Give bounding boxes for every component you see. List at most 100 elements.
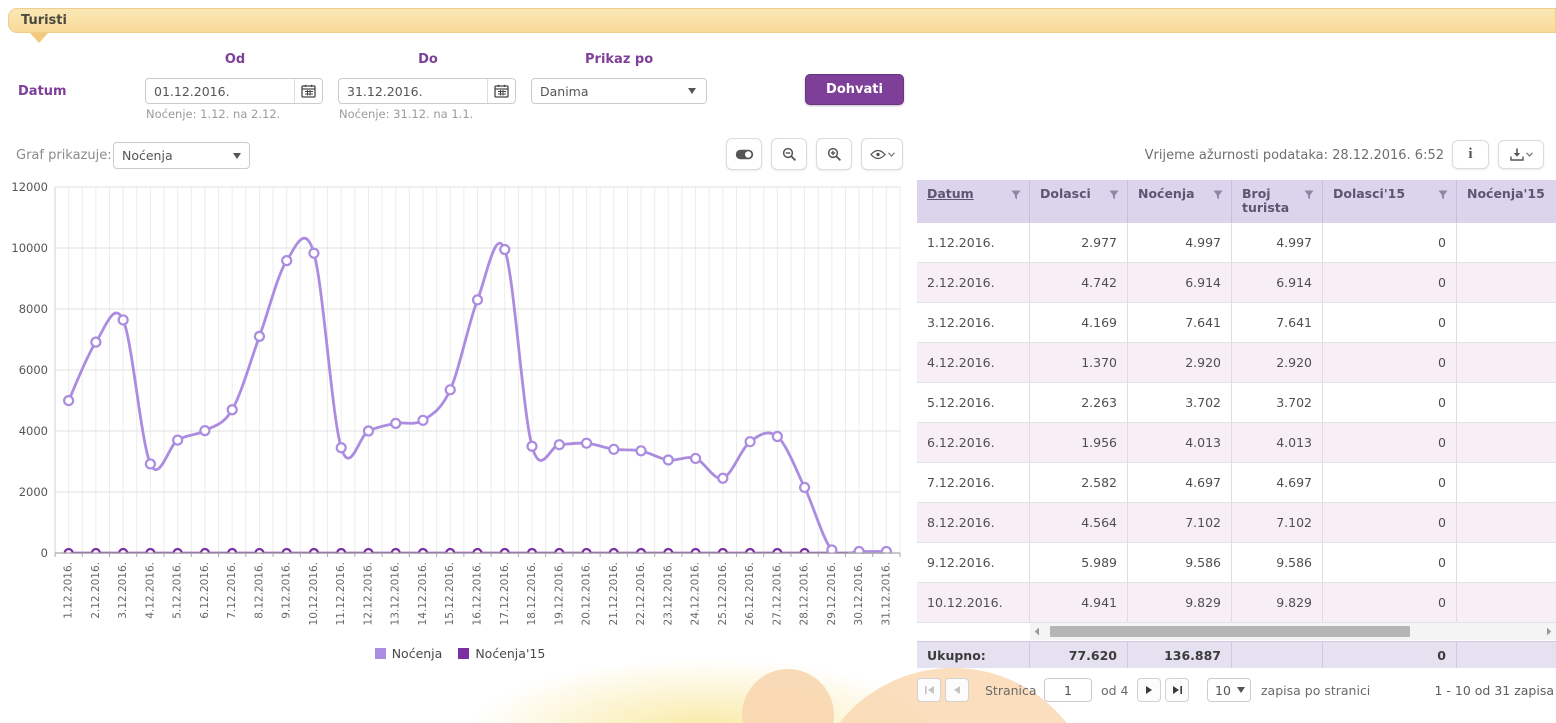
- footer-nocenja15-total: [1457, 642, 1556, 668]
- table-row[interactable]: 6.12.2016. 1.956 4.013 4.013 0: [917, 423, 1556, 463]
- svg-text:30.12.2016.: 30.12.2016.: [853, 562, 865, 625]
- chart-toggle-button[interactable]: [726, 138, 762, 170]
- prikaz-po-label: Prikaz po: [585, 52, 654, 67]
- previous-page-button[interactable]: [945, 678, 969, 702]
- table-cell: 4.013: [1232, 423, 1323, 462]
- column-header-broj-turista[interactable]: Broj turista: [1232, 180, 1323, 223]
- table-row[interactable]: 3.12.2016. 4.169 7.641 7.641 0: [917, 303, 1556, 343]
- table-row[interactable]: 5.12.2016. 2.263 3.702 3.702 0: [917, 383, 1556, 423]
- filter-icon[interactable]: [1213, 190, 1223, 200]
- legend-swatch: [374, 648, 386, 659]
- date-from-field[interactable]: 01.12.2016.: [145, 78, 323, 104]
- chart-visibility-button[interactable]: [861, 138, 903, 170]
- graf-prikazuje-select[interactable]: Noćenja: [113, 142, 250, 169]
- record-range-label: 1 - 10 od 31 zapisa: [1434, 683, 1554, 698]
- od-label: Od: [224, 52, 246, 67]
- legend-label: Noćenja'15: [475, 646, 546, 661]
- filter-icon[interactable]: [1109, 190, 1119, 200]
- export-button[interactable]: [1498, 140, 1544, 169]
- table-row[interactable]: 1.12.2016. 2.977 4.997 4.997 0: [917, 223, 1556, 263]
- prikaz-po-dropdown-button[interactable]: [678, 79, 706, 103]
- download-icon: [1509, 148, 1524, 161]
- page-number-input[interactable]: [1044, 678, 1092, 702]
- footer-label: Ukupno:: [917, 642, 1030, 668]
- scroll-right-icon[interactable]: [1546, 627, 1552, 636]
- table-cell: [1457, 423, 1556, 462]
- table-cell: 2.920: [1128, 343, 1232, 382]
- column-header-nocenja[interactable]: Noćenja: [1128, 180, 1232, 223]
- svg-text:11.12.2016.: 11.12.2016.: [335, 562, 347, 625]
- zoom-out-icon: [782, 147, 796, 161]
- scroll-left-icon[interactable]: [1034, 627, 1040, 636]
- tab-title: Turisti: [21, 13, 67, 28]
- date-to-value[interactable]: 31.12.2016.: [347, 83, 423, 99]
- table-cell: 9.586: [1128, 543, 1232, 582]
- info-button[interactable]: i: [1452, 140, 1489, 169]
- table-row[interactable]: 2.12.2016. 4.742 6.914 6.914 0: [917, 263, 1556, 303]
- first-page-button[interactable]: [917, 678, 941, 702]
- svg-text:3.12.2016.: 3.12.2016.: [117, 562, 129, 619]
- svg-text:24.12.2016.: 24.12.2016.: [690, 562, 702, 625]
- next-page-button[interactable]: [1137, 678, 1161, 702]
- table-cell: 9.829: [1128, 583, 1232, 622]
- date-to-calendar-button[interactable]: [487, 79, 515, 103]
- tab-turisti[interactable]: Turisti: [8, 8, 1556, 33]
- legend-item[interactable]: Noćenja: [374, 646, 442, 661]
- table-cell: 0: [1323, 503, 1457, 542]
- table-cell: [1457, 343, 1556, 382]
- table-row[interactable]: 8.12.2016. 4.564 7.102 7.102 0: [917, 503, 1556, 543]
- svg-text:4000: 4000: [19, 424, 48, 438]
- svg-text:2000: 2000: [19, 485, 48, 499]
- line-chart[interactable]: 0 2000 4000 6000 8000 10000 12000 1.12.2016. 2.1…: [10, 180, 910, 644]
- svg-text:14.12.2016.: 14.12.2016.: [417, 562, 429, 625]
- svg-text:4.12.2016.: 4.12.2016.: [144, 562, 156, 619]
- filter-icon[interactable]: [1011, 190, 1021, 200]
- column-header-dolasci[interactable]: Dolasci: [1030, 180, 1128, 223]
- table-cell: 7.641: [1232, 303, 1323, 342]
- table-cell: 4.997: [1128, 223, 1232, 262]
- table-cell: 0: [1323, 303, 1457, 342]
- prikaz-po-select[interactable]: Danima: [531, 78, 707, 104]
- page-size-dropdown-button[interactable]: [1232, 679, 1250, 701]
- table-cell: 3.702: [1128, 383, 1232, 422]
- last-page-icon: [1172, 686, 1182, 694]
- filter-icon[interactable]: [1438, 190, 1448, 200]
- table-row[interactable]: 9.12.2016. 5.989 9.586 9.586 0: [917, 543, 1556, 583]
- table-cell: 0: [1323, 263, 1457, 302]
- table-row[interactable]: 7.12.2016. 2.582 4.697 4.697 0: [917, 463, 1556, 503]
- table-cell: 2.920: [1232, 343, 1323, 382]
- column-header-dolasci15[interactable]: Dolasci'15: [1323, 180, 1457, 223]
- table-row[interactable]: 10.12.2016. 4.941 9.829 9.829 0: [917, 583, 1556, 623]
- table-cell: [1457, 543, 1556, 582]
- svg-text:1.12.2016.: 1.12.2016.: [63, 562, 75, 619]
- graf-prikazuje-label: Graf prikazuje:: [16, 148, 112, 163]
- filter-icon[interactable]: [1304, 190, 1314, 200]
- svg-text:20.12.2016.: 20.12.2016.: [581, 562, 593, 625]
- page-size-select[interactable]: 10: [1207, 678, 1251, 702]
- chart-zoom-in-button[interactable]: [816, 138, 852, 170]
- footer-dolasci-total: 77.620: [1030, 642, 1128, 668]
- dohvati-button[interactable]: Dohvati: [805, 74, 904, 105]
- svg-text:2.12.2016.: 2.12.2016.: [90, 562, 102, 619]
- date-from-calendar-button[interactable]: [294, 79, 322, 103]
- table-cell: 7.12.2016.: [917, 463, 1030, 502]
- table-row[interactable]: 4.12.2016. 1.370 2.920 2.920 0: [917, 343, 1556, 383]
- chart-zoom-out-button[interactable]: [771, 138, 807, 170]
- next-page-icon: [1146, 686, 1152, 694]
- table-cell: 4.12.2016.: [917, 343, 1030, 382]
- last-page-button[interactable]: [1165, 678, 1189, 702]
- table-cell: 9.12.2016.: [917, 543, 1030, 582]
- column-header-datum[interactable]: Datum: [917, 180, 1030, 223]
- stranica-label: Stranica: [985, 683, 1037, 698]
- column-header-nocenja15[interactable]: Noćenja'15: [1467, 186, 1545, 201]
- legend-item[interactable]: Noćenja'15: [458, 646, 545, 661]
- horizontal-scrollbar[interactable]: [1030, 623, 1556, 640]
- table-footer: Ukupno: 77.620 136.887 0: [917, 641, 1556, 668]
- svg-text:16.12.2016.: 16.12.2016.: [472, 562, 484, 625]
- graf-dropdown-button[interactable]: [225, 143, 249, 168]
- scrollbar-thumb[interactable]: [1050, 626, 1410, 637]
- date-from-value[interactable]: 01.12.2016.: [154, 83, 230, 99]
- footer-nocenja-total: 136.887: [1128, 642, 1232, 668]
- table-cell: [1457, 463, 1556, 502]
- date-to-field[interactable]: 31.12.2016.: [338, 78, 516, 104]
